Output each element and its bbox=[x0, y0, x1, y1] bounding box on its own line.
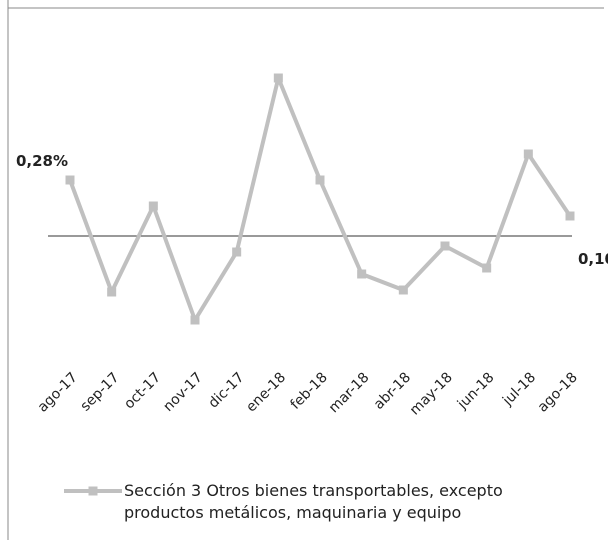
marker bbox=[65, 175, 75, 185]
marker bbox=[148, 201, 158, 211]
legend-marker bbox=[88, 486, 98, 496]
marker bbox=[190, 315, 200, 325]
marker bbox=[232, 247, 242, 257]
data-label: 0,28% bbox=[16, 152, 68, 170]
marker bbox=[565, 211, 575, 221]
x-tick-label: dic-17 bbox=[206, 370, 248, 412]
x-tick-label: nov-17 bbox=[160, 370, 205, 415]
data-label: 0,10% bbox=[578, 250, 608, 268]
x-tick-label: mar-18 bbox=[326, 370, 373, 417]
marker bbox=[440, 241, 450, 251]
marker bbox=[315, 175, 325, 185]
x-tick-label: oct-17 bbox=[121, 370, 164, 413]
marker bbox=[273, 73, 283, 83]
marker bbox=[398, 285, 408, 295]
x-tick-label: feb-18 bbox=[287, 370, 330, 413]
x-tick-label: ago-17 bbox=[35, 370, 81, 416]
x-tick-label: may-18 bbox=[407, 370, 456, 419]
x-tick-label: sep-17 bbox=[77, 370, 122, 415]
marker bbox=[523, 149, 533, 159]
x-tick-label: ago-18 bbox=[535, 370, 581, 416]
x-tick-label: jun-18 bbox=[454, 370, 497, 413]
x-tick-label: ene-18 bbox=[243, 370, 289, 416]
marker bbox=[107, 287, 117, 297]
legend-label: Sección 3 Otros bienes transportables, e… bbox=[124, 481, 503, 522]
marker bbox=[357, 269, 367, 279]
marker bbox=[482, 263, 492, 273]
x-tick-label: jul-18 bbox=[499, 370, 539, 410]
series-line bbox=[68, 76, 572, 322]
